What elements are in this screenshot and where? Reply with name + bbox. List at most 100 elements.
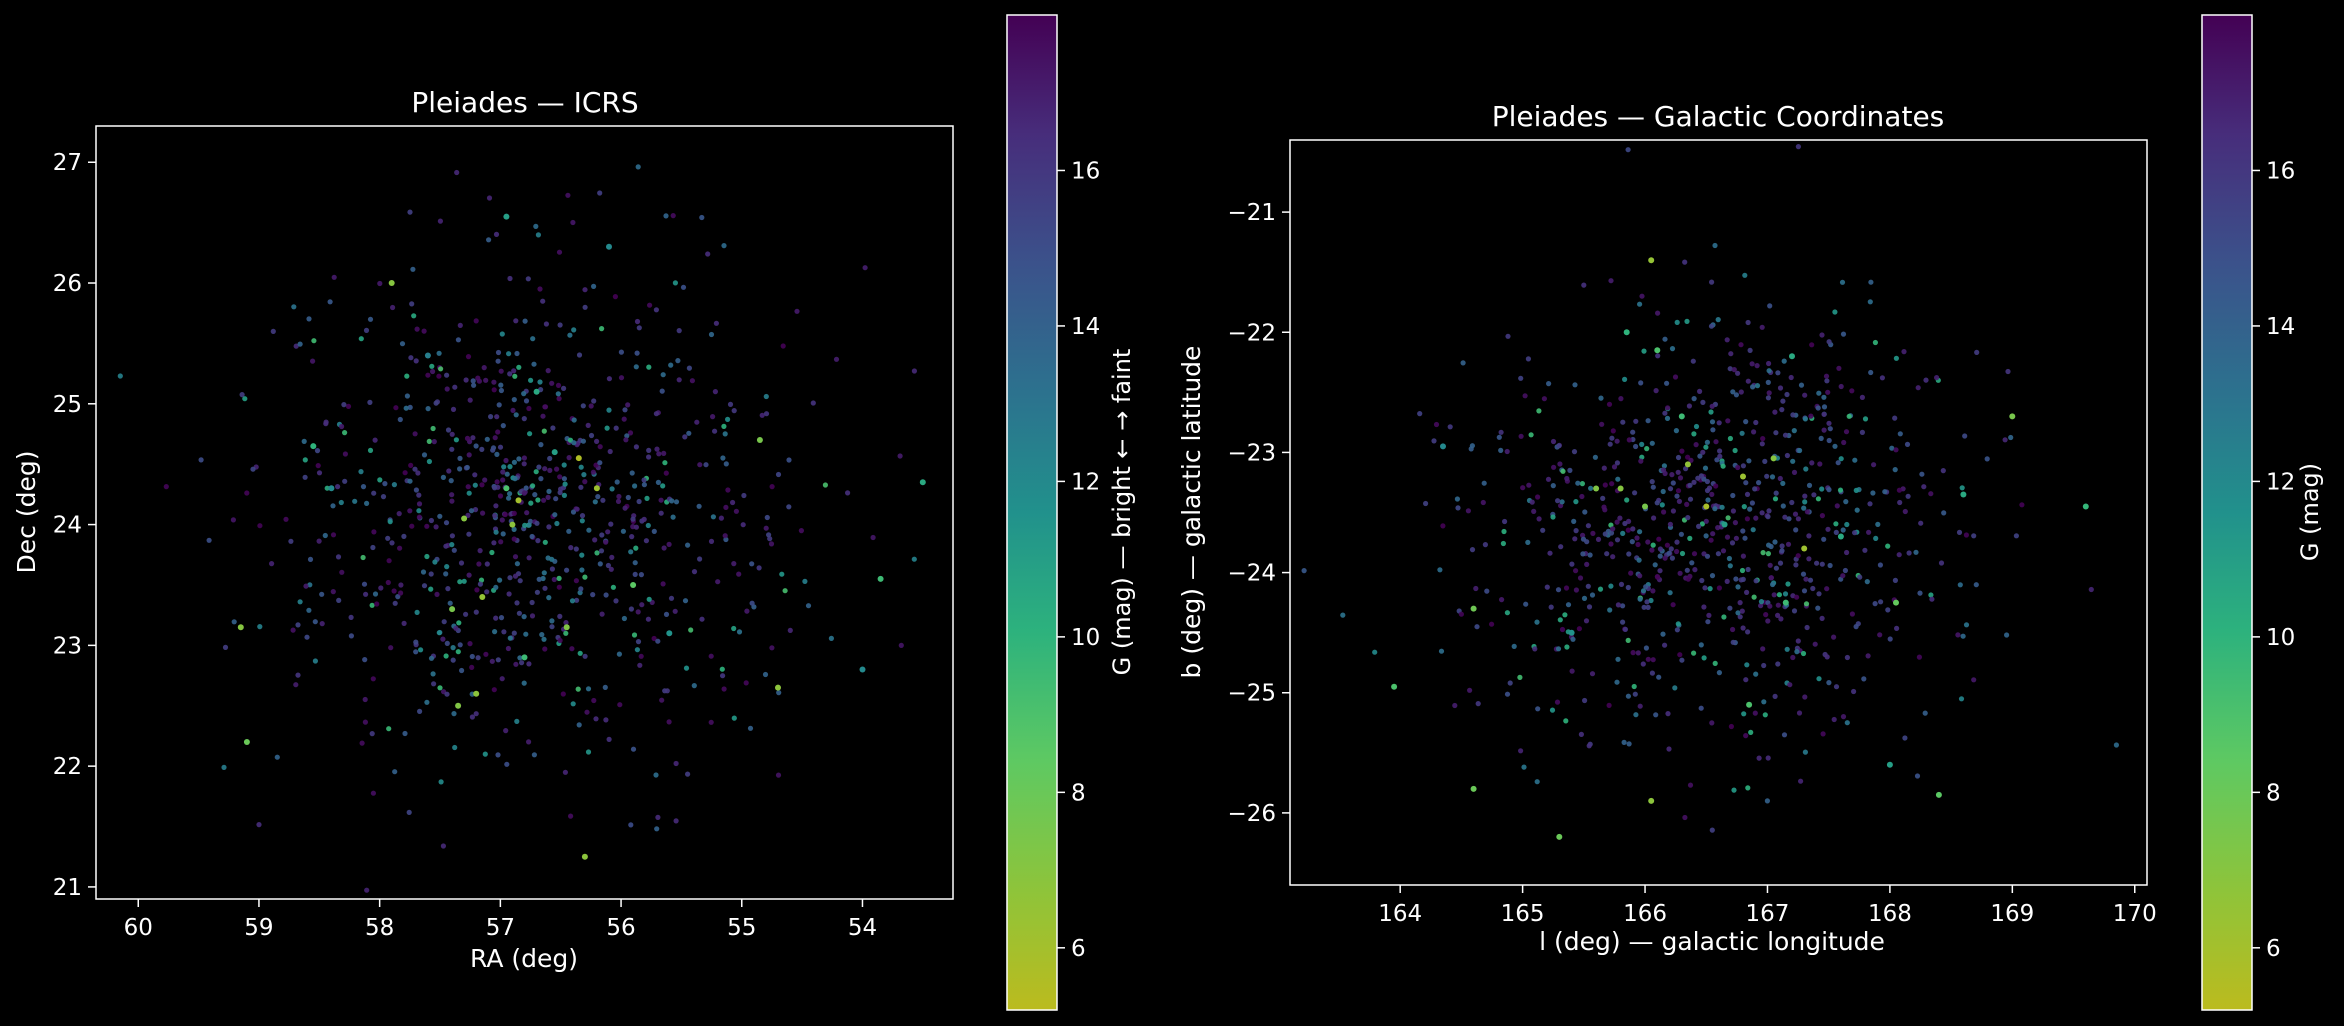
icrs-star-point: [767, 536, 773, 542]
icrs-star-point: [424, 699, 430, 705]
icrs-star-point: [547, 467, 553, 473]
galactic-star-point: [1624, 497, 1630, 503]
icrs-star-point: [703, 462, 709, 468]
icrs-star-point: [531, 752, 538, 758]
galactic-star-point: [1730, 492, 1736, 499]
galactic-y-tick-label: −22: [1227, 320, 1276, 346]
icrs-star-point: [534, 589, 541, 595]
icrs-star-point: [786, 457, 792, 463]
icrs-star-point: [663, 470, 669, 476]
galactic-star-point: [1795, 553, 1801, 559]
galactic-star-point: [1744, 589, 1750, 596]
icrs-star-point: [571, 417, 577, 423]
icrs-star-point: [540, 413, 546, 419]
icrs-star-point: [449, 492, 455, 498]
icrs-star-point: [500, 531, 506, 537]
icrs-star-point: [457, 642, 463, 648]
icrs-star-point: [526, 661, 532, 667]
icrs-star-point: [330, 503, 336, 509]
icrs-star-point: [580, 403, 586, 409]
icrs-star-point: [338, 499, 344, 506]
galactic-star-point: [1806, 482, 1813, 488]
galactic-star-point: [1740, 528, 1746, 534]
icrs-star-point: [484, 436, 490, 442]
galactic-star-point: [1667, 521, 1673, 527]
galactic-star-point: [1872, 339, 1878, 346]
icrs-star-point: [450, 657, 456, 663]
galactic-star-point: [1773, 430, 1779, 436]
icrs-star-point: [306, 316, 312, 322]
galactic-star-point: [1759, 510, 1765, 516]
icrs-star-point: [453, 625, 459, 631]
icrs-star-point: [257, 624, 263, 630]
icrs-star-point: [699, 214, 705, 221]
galactic-star-point: [1717, 453, 1723, 459]
icrs-star-point: [498, 387, 504, 394]
icrs-star-point: [323, 419, 329, 425]
galactic-bright-star-point: [2082, 503, 2089, 510]
icrs-star-point: [489, 549, 495, 556]
icrs-star-point: [645, 616, 652, 622]
icrs-star-point: [545, 494, 551, 500]
galactic-bright-star-point: [1770, 455, 1777, 462]
icrs-star-point: [521, 391, 527, 397]
icrs-star-point: [549, 556, 555, 562]
icrs-star-point: [386, 726, 392, 732]
galactic-bright-star-point: [1648, 797, 1655, 804]
galactic-star-point: [2002, 437, 2008, 443]
galactic-star-point: [1735, 370, 1741, 376]
galactic-star-point: [1871, 462, 1877, 468]
galactic-star-point: [1802, 694, 1808, 700]
galactic-star-point: [1849, 388, 1855, 394]
galactic-star-point: [1767, 303, 1773, 309]
icrs-star-point: [833, 356, 840, 362]
galactic-star-point: [1662, 555, 1668, 561]
galactic-star-point: [1577, 575, 1584, 581]
galactic-star-point: [1743, 419, 1749, 425]
galactic-star-point: [1475, 701, 1481, 707]
galactic-star-point: [1934, 375, 1940, 381]
icrs-star-point: [206, 537, 212, 543]
icrs-star-point: [348, 614, 354, 621]
icrs-star-point: [561, 476, 568, 482]
galactic-star-point: [1843, 429, 1850, 435]
galactic-star-point: [1674, 539, 1680, 545]
galactic-star-point: [1877, 632, 1883, 638]
galactic-star-point: [1885, 607, 1891, 613]
icrs-star-point: [663, 611, 670, 618]
galactic-star-point: [1667, 590, 1673, 596]
galactic-star-point: [1534, 619, 1540, 625]
galactic-star-point: [1547, 550, 1553, 556]
galactic-star-point: [1602, 531, 1608, 537]
icrs-star-point: [446, 468, 452, 474]
galactic-star-point: [1824, 654, 1830, 660]
icrs-star-point: [605, 529, 611, 535]
galactic-star-point: [1761, 699, 1767, 705]
icrs-bright-star-point: [455, 702, 462, 709]
icrs-star-point: [569, 646, 575, 652]
icrs-star-point: [359, 740, 365, 746]
icrs-star-point: [613, 425, 619, 431]
galactic-star-point: [1815, 605, 1821, 611]
icrs-star-point: [543, 321, 550, 327]
galactic-star-point: [1941, 510, 1947, 516]
galactic-star-point: [1771, 592, 1777, 598]
icrs-star-point: [603, 539, 609, 545]
icrs-x-tick-label: 59: [244, 915, 273, 941]
icrs-star-point: [407, 478, 413, 484]
galactic-star-point: [1569, 561, 1575, 567]
galactic-star-point: [1682, 259, 1688, 265]
icrs-star-point: [303, 583, 309, 589]
icrs-star-point: [512, 554, 519, 560]
galactic-star-point: [1664, 542, 1670, 548]
icrs-star-point: [503, 457, 509, 464]
galactic-star-point: [1573, 499, 1579, 505]
icrs-star-point: [586, 527, 592, 533]
galactic-star-point: [1782, 591, 1789, 597]
icrs-star-point: [406, 809, 412, 816]
icrs-star-point: [361, 581, 368, 587]
icrs-star-point: [393, 405, 399, 411]
galactic-bright-star-point: [1684, 461, 1691, 468]
icrs-star-point: [719, 666, 725, 672]
galactic-star-point: [1713, 483, 1719, 489]
